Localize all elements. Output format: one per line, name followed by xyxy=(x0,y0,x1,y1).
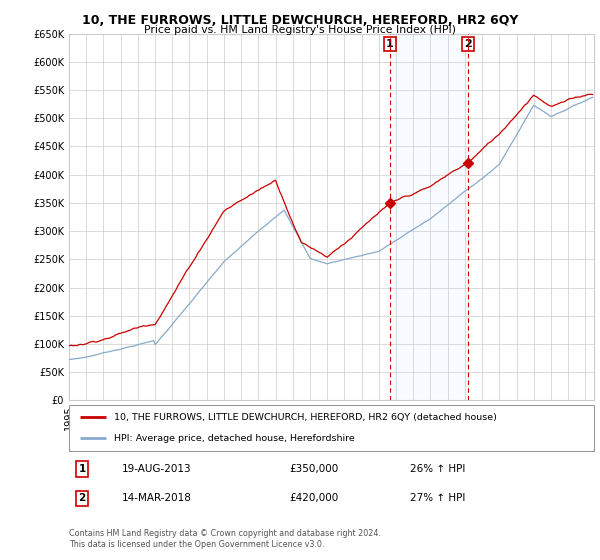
FancyBboxPatch shape xyxy=(69,405,594,451)
Text: Price paid vs. HM Land Registry's House Price Index (HPI): Price paid vs. HM Land Registry's House … xyxy=(144,25,456,35)
Text: £350,000: £350,000 xyxy=(290,464,339,474)
Bar xyxy=(389,34,469,400)
Text: 14-MAR-2018: 14-MAR-2018 xyxy=(121,493,191,503)
Text: 1: 1 xyxy=(386,39,394,49)
Text: 27% ↑ HPI: 27% ↑ HPI xyxy=(410,493,466,503)
Text: 10, THE FURROWS, LITTLE DEWCHURCH, HEREFORD, HR2 6QY (detached house): 10, THE FURROWS, LITTLE DEWCHURCH, HEREF… xyxy=(113,413,497,422)
Text: £420,000: £420,000 xyxy=(290,493,339,503)
Text: 2: 2 xyxy=(464,39,472,49)
Text: Contains HM Land Registry data © Crown copyright and database right 2024.
This d: Contains HM Land Registry data © Crown c… xyxy=(69,529,381,549)
Text: 19-AUG-2013: 19-AUG-2013 xyxy=(121,464,191,474)
Text: 26% ↑ HPI: 26% ↑ HPI xyxy=(410,464,466,474)
Text: HPI: Average price, detached house, Herefordshire: HPI: Average price, detached house, Here… xyxy=(113,434,355,443)
Text: 2: 2 xyxy=(79,493,86,503)
Text: 10, THE FURROWS, LITTLE DEWCHURCH, HEREFORD, HR2 6QY: 10, THE FURROWS, LITTLE DEWCHURCH, HEREF… xyxy=(82,14,518,27)
Text: 1: 1 xyxy=(79,464,86,474)
